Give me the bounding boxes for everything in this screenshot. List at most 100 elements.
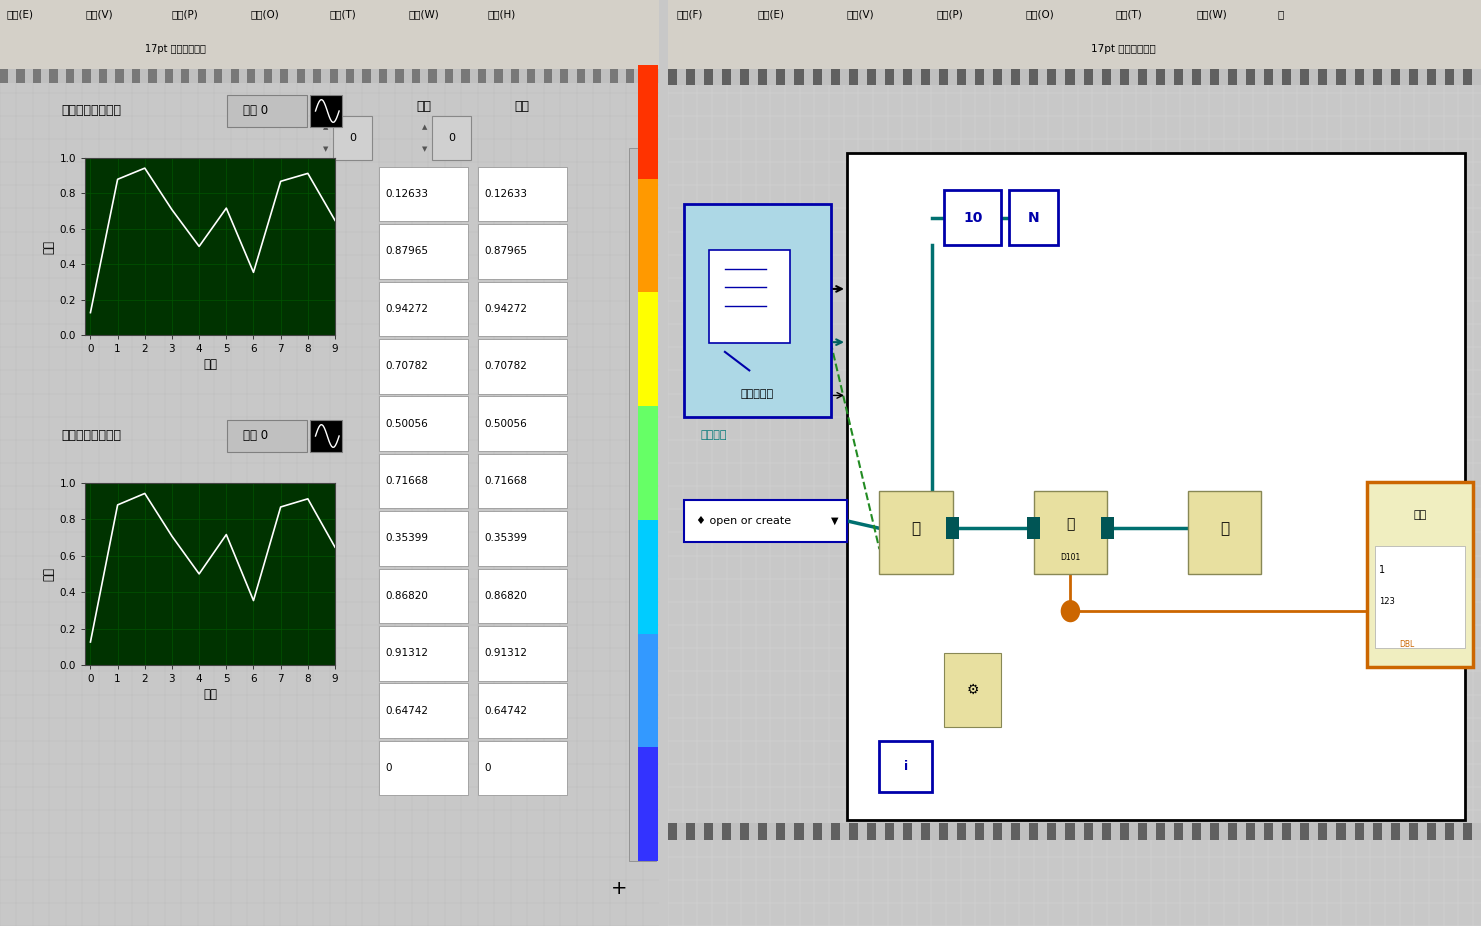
Bar: [703, 823, 714, 840]
Text: 操作(O): 操作(O): [250, 9, 280, 19]
Bar: [1219, 823, 1228, 840]
Bar: [379, 282, 468, 336]
Bar: [974, 823, 985, 840]
Bar: [822, 69, 831, 85]
Text: 0.12633: 0.12633: [385, 189, 428, 199]
Bar: [453, 69, 462, 83]
Bar: [1065, 823, 1075, 840]
Bar: [25, 69, 33, 83]
Bar: [387, 69, 395, 83]
Bar: [560, 69, 569, 83]
Bar: [966, 823, 974, 840]
Bar: [857, 69, 866, 85]
Bar: [1265, 823, 1274, 840]
Bar: [1472, 823, 1481, 840]
Bar: [677, 823, 686, 840]
Text: 编辑(E): 编辑(E): [757, 9, 785, 19]
Bar: [379, 224, 468, 279]
Bar: [912, 823, 921, 840]
Bar: [758, 69, 767, 85]
Bar: [948, 823, 957, 840]
Bar: [634, 69, 643, 83]
Bar: [866, 823, 875, 840]
Bar: [173, 69, 181, 83]
Text: 文件对话框: 文件对话框: [740, 389, 775, 398]
Bar: [732, 69, 740, 85]
Bar: [1003, 823, 1012, 840]
Bar: [1246, 69, 1256, 85]
Bar: [1155, 69, 1166, 85]
Bar: [273, 69, 280, 83]
Bar: [1382, 823, 1391, 840]
Bar: [930, 69, 939, 85]
Bar: [732, 823, 740, 840]
Bar: [957, 823, 966, 840]
Bar: [714, 823, 723, 840]
Bar: [1174, 823, 1183, 840]
Y-axis label: 幅度: 幅度: [43, 240, 55, 254]
Text: 工具(T): 工具(T): [1115, 9, 1142, 19]
Bar: [686, 823, 695, 840]
Text: 查看(V): 查看(V): [86, 9, 114, 19]
Bar: [247, 69, 255, 83]
Bar: [668, 823, 677, 840]
Text: 0.35399: 0.35399: [385, 533, 428, 544]
Bar: [379, 683, 468, 738]
Bar: [1029, 69, 1038, 85]
Bar: [866, 69, 875, 85]
Text: +: +: [612, 880, 628, 898]
Bar: [966, 69, 974, 85]
Bar: [333, 116, 372, 160]
Bar: [849, 69, 857, 85]
Bar: [1426, 69, 1437, 85]
Text: 工具(T): 工具(T): [329, 9, 357, 19]
Bar: [164, 69, 173, 83]
Bar: [1445, 69, 1454, 85]
Bar: [379, 741, 468, 795]
Text: 0: 0: [484, 763, 490, 773]
Bar: [16, 69, 25, 83]
Text: 窗口(W): 窗口(W): [409, 9, 440, 19]
Text: 0: 0: [385, 763, 392, 773]
Bar: [1391, 69, 1400, 85]
Bar: [1075, 823, 1084, 840]
Bar: [794, 823, 804, 840]
Bar: [107, 69, 116, 83]
Text: 曲线 0: 曲线 0: [243, 430, 268, 443]
Bar: [957, 69, 966, 85]
Bar: [1038, 823, 1047, 840]
Bar: [518, 69, 527, 83]
Bar: [638, 407, 658, 519]
Bar: [1047, 69, 1056, 85]
Bar: [379, 511, 468, 566]
Bar: [1010, 190, 1059, 245]
Bar: [289, 69, 296, 83]
Bar: [412, 69, 421, 83]
Text: ▼: ▼: [831, 516, 838, 526]
Bar: [723, 69, 732, 85]
Text: 0.70782: 0.70782: [385, 361, 428, 371]
Bar: [822, 823, 831, 840]
Bar: [215, 69, 222, 83]
Bar: [379, 626, 468, 681]
Bar: [695, 69, 703, 85]
Bar: [994, 823, 1003, 840]
Bar: [1093, 69, 1102, 85]
Bar: [1408, 823, 1417, 840]
Bar: [857, 823, 866, 840]
Bar: [1102, 823, 1111, 840]
Bar: [638, 747, 658, 861]
Bar: [785, 69, 794, 85]
Bar: [677, 69, 686, 85]
Text: 曲线 0: 曲线 0: [243, 105, 268, 118]
Bar: [478, 224, 567, 279]
Bar: [552, 69, 560, 83]
Bar: [9, 69, 16, 83]
Bar: [141, 69, 148, 83]
Bar: [1210, 69, 1219, 85]
Bar: [1256, 69, 1265, 85]
Bar: [794, 69, 804, 85]
Bar: [478, 167, 567, 221]
Bar: [1291, 823, 1300, 840]
Bar: [83, 69, 90, 83]
